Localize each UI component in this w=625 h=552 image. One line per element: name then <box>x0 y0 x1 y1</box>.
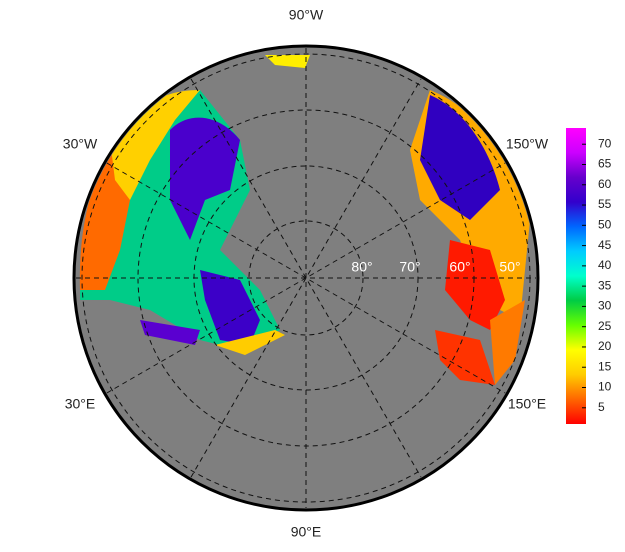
colorbar-tick-label: 10 <box>598 380 612 394</box>
atlantic-field <box>200 270 260 345</box>
pacific-field <box>420 95 500 220</box>
pacific-field <box>445 240 505 330</box>
colorbar-tick-label: 65 <box>598 157 612 171</box>
colorbar-tick-label: 35 <box>598 278 612 292</box>
latitude-label: 70° <box>399 259 420 275</box>
colorbar-tick-label: 25 <box>598 319 612 333</box>
longitude-label: 150°W <box>506 136 549 152</box>
colorbar-tick-label: 15 <box>598 359 612 373</box>
longitude-label: 30°W <box>63 136 98 152</box>
colorbar-tick-label: 70 <box>598 136 612 150</box>
colorbar-tick-label: 40 <box>598 258 612 272</box>
graticule <box>76 48 536 508</box>
latitude-label: 80° <box>351 259 372 275</box>
latitude-circle <box>248 220 364 336</box>
atlantic-field <box>140 320 200 345</box>
pacific-field <box>265 55 310 68</box>
latitude-label: 50° <box>499 259 520 275</box>
colorbar-tick-label: 5 <box>598 400 605 414</box>
longitude-label: 30°E <box>65 396 96 412</box>
longitude-label: 90°E <box>291 524 322 540</box>
longitude-label: 90°W <box>289 7 324 23</box>
colorbar-tick-label: 45 <box>598 238 612 252</box>
colorbar-tick-label: 60 <box>598 177 612 191</box>
colorbar-tick-label: 55 <box>598 197 612 211</box>
pacific-field <box>490 300 525 385</box>
latitude-label: 60° <box>449 259 470 275</box>
meridian <box>190 78 422 478</box>
data-field <box>79 55 530 385</box>
colorbar-tick-label: 20 <box>598 339 612 353</box>
colorbar-tick-label: 50 <box>598 217 612 231</box>
colorbar: 5 10 15 20 25 30 35 40 45 50 55 60 65 70 <box>566 128 612 424</box>
colorbar-scale <box>566 128 586 424</box>
colorbar-tick-label: 30 <box>598 299 612 313</box>
longitude-label: 150°E <box>508 396 546 412</box>
pacific-field <box>435 330 495 385</box>
atlantic-field <box>215 330 285 355</box>
